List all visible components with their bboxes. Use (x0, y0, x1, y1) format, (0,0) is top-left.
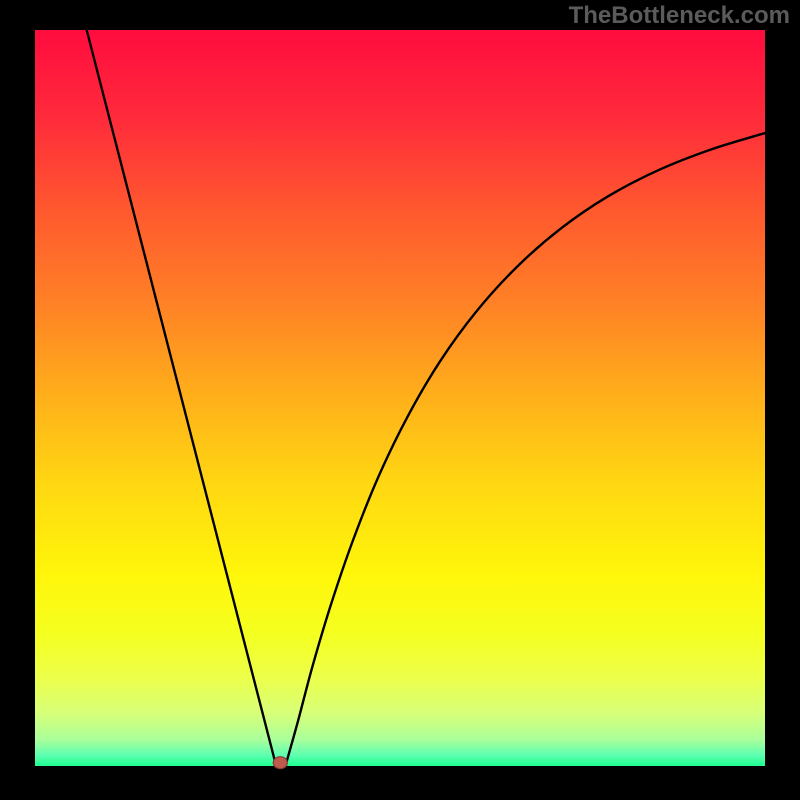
chart-svg (0, 0, 800, 800)
chart-stage: TheBottleneck.com (0, 0, 800, 800)
apex-marker (273, 757, 287, 769)
plot-background (35, 30, 765, 766)
watermark-text: TheBottleneck.com (569, 2, 790, 30)
